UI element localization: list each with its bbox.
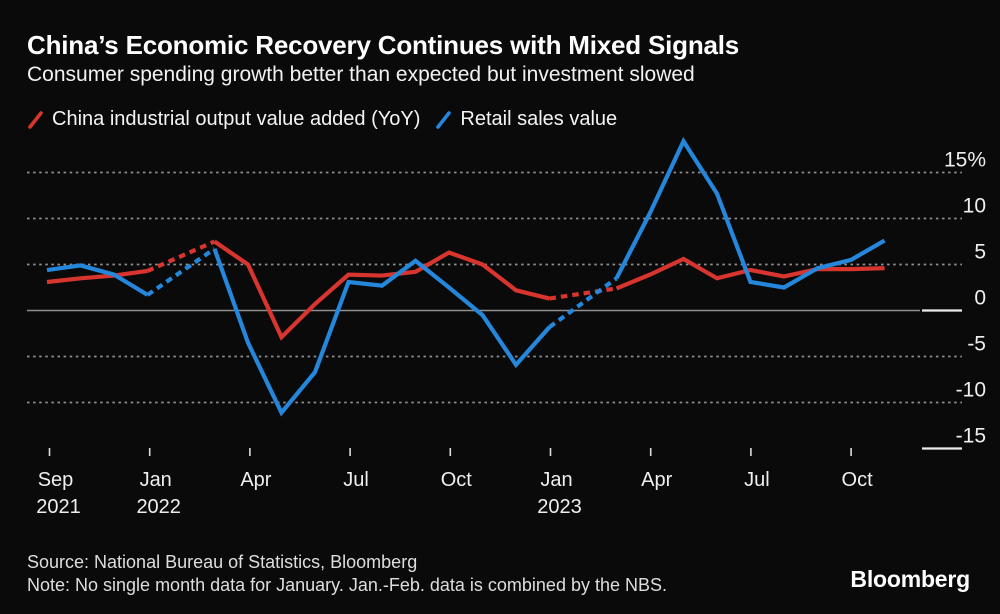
chart-footer: Source: National Bureau of Statistics, B… xyxy=(27,551,667,596)
x-axis-year-label: 2023 xyxy=(537,496,582,518)
x-axis-month-label: Jul xyxy=(744,469,770,491)
x-axis-month-label: Jan xyxy=(540,469,572,491)
series-line-industrial-output xyxy=(213,239,551,341)
series-gap-dashed-retail-sales xyxy=(548,276,618,329)
note-text: Note: No single month data for January. … xyxy=(27,574,668,595)
bloomberg-logo: Bloomberg xyxy=(850,566,970,592)
red-line-swatch-icon xyxy=(28,110,43,129)
legend-label-industrial: China industrial output value added (YoY… xyxy=(52,108,421,130)
y-axis-label: -15 xyxy=(956,425,986,448)
series-line-retail-sales xyxy=(46,263,149,297)
blue-line-swatch-icon xyxy=(436,110,452,129)
legend-item-industrial: China industrial output value added (YoY… xyxy=(27,108,420,131)
series-line-retail-sales xyxy=(614,136,886,290)
x-axis-month-label: Jul xyxy=(343,469,369,491)
series-line-retail-sales xyxy=(212,248,552,417)
x-axis-month-label: Sep xyxy=(38,469,74,491)
x-axis-month-label: Apr xyxy=(240,469,271,491)
x-axis-month-label: Oct xyxy=(441,469,473,491)
y-axis-label: 0 xyxy=(974,287,986,310)
x-axis-month-label: Jan xyxy=(140,469,172,491)
x-axis-year-label: 2021 xyxy=(36,496,81,518)
series-gap-dashed-industrial-output xyxy=(146,239,216,273)
x-axis-year-label: 2022 xyxy=(136,496,181,518)
legend: China industrial output value added (YoY… xyxy=(27,108,617,131)
y-axis-label: -5 xyxy=(967,333,986,356)
series-line-industrial-output xyxy=(615,256,885,291)
y-axis-label: -10 xyxy=(956,379,986,402)
series-gap-dashed-industrial-output xyxy=(549,286,617,301)
legend-item-retail: Retail sales value xyxy=(435,108,617,131)
source-text: Source: National Bureau of Statistics, B… xyxy=(27,552,418,572)
y-axis-label: 10 xyxy=(963,195,986,218)
series-line-industrial-output xyxy=(46,268,148,285)
series-gap-dashed-retail-sales xyxy=(146,247,216,297)
y-axis-label: 5 xyxy=(974,241,986,264)
page-title: China’s Economic Recovery Continues with… xyxy=(27,30,740,60)
chart-subtitle: Consumer spending growth better than exp… xyxy=(27,63,695,86)
y-axis-label: 15% xyxy=(944,149,986,172)
x-axis-month-label: Apr xyxy=(641,469,672,491)
x-axis-month-label: Oct xyxy=(842,469,874,491)
legend-label-retail: Retail sales value xyxy=(460,108,618,130)
